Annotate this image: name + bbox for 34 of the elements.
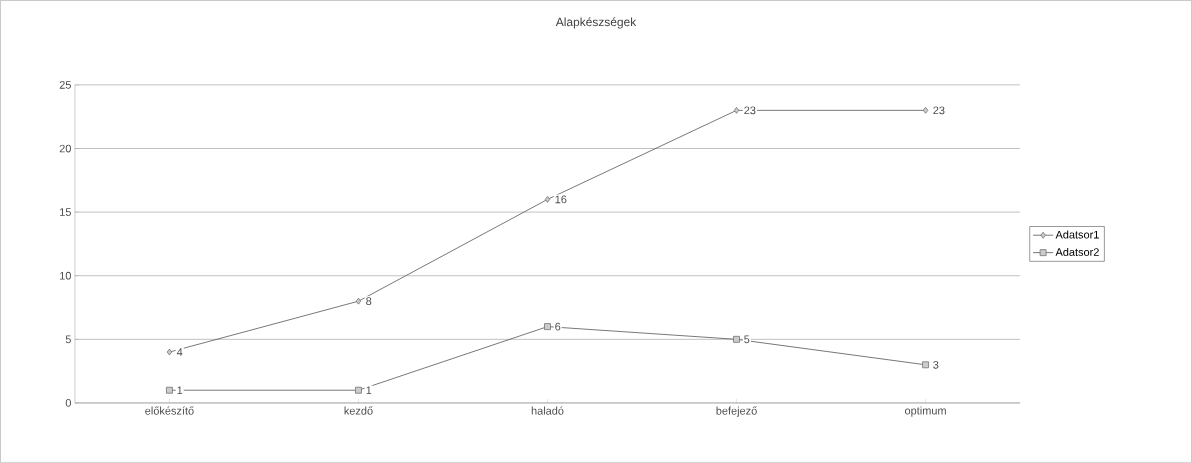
point xyxy=(733,107,740,114)
data-label: 1 xyxy=(177,386,183,395)
chart-title: Alapkészségek xyxy=(555,17,637,29)
y-tick-label: 15 xyxy=(60,208,71,217)
data-label: 6 xyxy=(555,322,561,331)
legend-label: Adatsor1 xyxy=(1055,230,1099,239)
point xyxy=(355,297,362,305)
data-label: 5 xyxy=(744,335,750,344)
data-label: 4 xyxy=(176,348,183,356)
data-label: 23 xyxy=(933,106,945,115)
point xyxy=(733,336,740,343)
data-label: 8 xyxy=(366,297,372,306)
x-tick-label: előkészítő xyxy=(145,406,194,415)
point xyxy=(355,386,362,394)
x-tick-label: befejező xyxy=(716,406,757,417)
point xyxy=(544,196,551,203)
x-tick-label: kezdő xyxy=(344,406,373,415)
legend-label: Adatsor2 xyxy=(1055,247,1099,257)
y-tick-label: 20 xyxy=(59,144,71,153)
point xyxy=(922,107,929,114)
y-tick-label: 10 xyxy=(60,271,71,280)
data-label: 1 xyxy=(366,386,372,395)
point xyxy=(922,361,929,369)
point xyxy=(166,386,173,394)
x-tick-label: optimum xyxy=(905,406,946,417)
point xyxy=(544,323,551,331)
y-tick-label: 0 xyxy=(65,399,71,407)
data-label: 23 xyxy=(744,106,756,115)
point xyxy=(166,348,173,356)
data-label: 16 xyxy=(555,195,567,204)
y-tick-label: 5 xyxy=(65,335,71,344)
x-tick-label: haladó xyxy=(531,406,564,415)
data-label: 3 xyxy=(933,360,939,369)
y-tick-label: 25 xyxy=(59,81,71,89)
